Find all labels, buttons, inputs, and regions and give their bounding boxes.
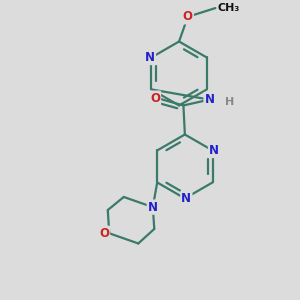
Text: O: O <box>99 227 109 240</box>
Text: N: N <box>181 192 191 205</box>
Text: O: O <box>183 10 193 23</box>
Text: N: N <box>148 201 158 214</box>
Text: CH₃: CH₃ <box>218 3 240 13</box>
Text: N: N <box>205 93 214 106</box>
Text: H: H <box>225 97 234 107</box>
Text: N: N <box>209 144 219 157</box>
Text: N: N <box>145 51 155 64</box>
Text: O: O <box>150 92 160 105</box>
